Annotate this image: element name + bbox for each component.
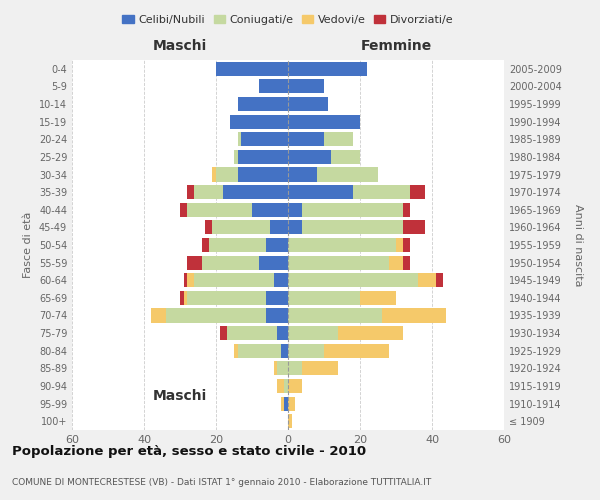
Text: COMUNE DI MONTECRESTESE (VB) - Dati ISTAT 1° gennaio 2010 - Elaborazione TUTTITA: COMUNE DI MONTECRESTESE (VB) - Dati ISTA… [12, 478, 431, 487]
Bar [288, 308, 382, 322]
Bar [317, 168, 378, 181]
Bar [288, 326, 338, 340]
Bar [216, 62, 288, 76]
Bar [202, 256, 259, 270]
Bar [209, 238, 266, 252]
Bar [274, 273, 288, 287]
Bar [288, 114, 360, 128]
Bar [284, 396, 288, 410]
Bar [288, 97, 328, 111]
Bar [184, 291, 187, 305]
Bar [324, 132, 353, 146]
Bar [277, 326, 288, 340]
Bar [238, 97, 288, 111]
Bar [180, 202, 187, 217]
Bar [266, 291, 288, 305]
Text: Popolazione per età, sesso e stato civile - 2010: Popolazione per età, sesso e stato civil… [12, 445, 366, 458]
Bar [288, 185, 353, 199]
Bar [288, 291, 360, 305]
Bar [288, 362, 302, 376]
Bar [238, 168, 288, 181]
Bar [220, 326, 227, 340]
Bar [410, 185, 425, 199]
Bar [266, 238, 288, 252]
Bar [187, 291, 266, 305]
Bar [277, 379, 284, 393]
Bar [252, 202, 288, 217]
Text: Maschi: Maschi [153, 389, 207, 403]
Bar [270, 220, 288, 234]
Bar [288, 238, 396, 252]
Bar [238, 344, 281, 358]
Bar [353, 185, 410, 199]
Text: Femmine: Femmine [361, 38, 431, 52]
Bar [288, 414, 292, 428]
Text: Maschi: Maschi [153, 38, 207, 52]
Bar [396, 238, 403, 252]
Bar [436, 273, 443, 287]
Bar [281, 396, 284, 410]
Legend: Celibi/Nubili, Coniugati/e, Vedovi/e, Divorziati/e: Celibi/Nubili, Coniugati/e, Vedovi/e, Di… [118, 10, 458, 29]
Bar [184, 273, 187, 287]
Bar [288, 344, 324, 358]
Bar [187, 256, 202, 270]
Y-axis label: Anni di nascita: Anni di nascita [572, 204, 583, 286]
Bar [389, 256, 403, 270]
Bar [194, 185, 223, 199]
Bar [288, 202, 302, 217]
Bar [284, 379, 288, 393]
Bar [212, 168, 216, 181]
Bar [324, 344, 389, 358]
Bar [187, 185, 194, 199]
Bar [227, 326, 277, 340]
Bar [382, 308, 446, 322]
Bar [202, 238, 209, 252]
Bar [338, 326, 403, 340]
Bar [194, 273, 274, 287]
Bar [288, 256, 389, 270]
Bar [288, 132, 324, 146]
Bar [230, 114, 288, 128]
Bar [266, 308, 288, 322]
Y-axis label: Fasce di età: Fasce di età [23, 212, 33, 278]
Bar [238, 150, 288, 164]
Bar [288, 220, 302, 234]
Bar [205, 220, 212, 234]
Bar [403, 238, 410, 252]
Bar [259, 256, 288, 270]
Bar [403, 202, 410, 217]
Bar [302, 362, 338, 376]
Bar [274, 362, 277, 376]
Bar [288, 62, 367, 76]
Bar [288, 379, 302, 393]
Bar [180, 291, 184, 305]
Bar [277, 362, 288, 376]
Bar [288, 150, 331, 164]
Bar [403, 256, 410, 270]
Bar [216, 168, 238, 181]
Bar [223, 185, 288, 199]
Bar [331, 150, 360, 164]
Bar [212, 220, 270, 234]
Bar [187, 202, 252, 217]
Bar [288, 273, 418, 287]
Bar [403, 220, 425, 234]
Bar [151, 308, 166, 322]
Bar [166, 308, 266, 322]
Bar [234, 344, 238, 358]
Bar [234, 150, 238, 164]
Bar [302, 220, 403, 234]
Bar [238, 132, 241, 146]
Bar [418, 273, 436, 287]
Bar [281, 344, 288, 358]
Bar [288, 168, 317, 181]
Bar [360, 291, 396, 305]
Bar [302, 202, 403, 217]
Bar [288, 80, 324, 94]
Bar [259, 80, 288, 94]
Bar [288, 396, 295, 410]
Bar [241, 132, 288, 146]
Bar [187, 273, 194, 287]
